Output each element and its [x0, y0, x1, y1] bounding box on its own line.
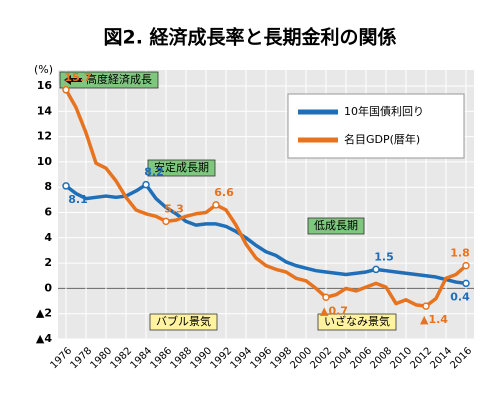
x-tick-label: 2002 — [308, 345, 334, 371]
y-tick-label: 14 — [37, 104, 53, 117]
y-tick-label: 2 — [44, 256, 52, 269]
annotation: 高度経済成長 — [59, 71, 159, 89]
x-tick-label: 1998 — [268, 345, 294, 371]
y-tick-label: 4 — [44, 231, 52, 244]
x-tick-label: 1984 — [128, 345, 154, 371]
y-unit: (%) — [34, 63, 53, 76]
point — [462, 261, 470, 270]
annotation-box — [149, 313, 218, 331]
point — [462, 279, 470, 288]
x-tick-label: 1982 — [108, 345, 134, 371]
y-tick-label: ▲2 — [36, 307, 52, 320]
x-tick-label: 1978 — [68, 345, 94, 371]
x-tick-label: 1990 — [188, 345, 214, 371]
annotation-text: 低成長期 — [314, 219, 358, 232]
point — [372, 265, 380, 274]
annotation-text: 安定成長期 — [154, 160, 209, 174]
annotation-box — [307, 217, 365, 235]
x-tick-label: 1976 — [48, 345, 74, 371]
x-tick-label: 2004 — [328, 345, 354, 371]
x-tick-label: 1994 — [228, 345, 254, 371]
value-label: 8.1 — [68, 193, 88, 206]
value-label: 1.5 — [374, 250, 394, 263]
x-tick-label: 2006 — [348, 345, 374, 371]
x-tick-label: 2014 — [428, 345, 454, 371]
x-tick-label: 2000 — [288, 345, 314, 371]
annotation-box — [147, 159, 216, 177]
x-tick-label: 2012 — [408, 345, 434, 371]
legend-label: 名目GDP(暦年) — [344, 132, 420, 146]
legend-box — [287, 93, 465, 159]
point — [322, 293, 330, 302]
annotation-box — [59, 71, 159, 89]
x-tick-label: 2016 — [448, 345, 474, 371]
value-label: 0.4 — [450, 290, 470, 303]
point — [422, 302, 430, 310]
y-tick-label: 12 — [37, 130, 52, 143]
value-label: ▲0.7 — [320, 304, 348, 317]
legend-label: 10年国債利回り — [344, 104, 424, 118]
y-tick-label: 8 — [44, 180, 52, 193]
annotation: 低成長期 — [307, 217, 365, 235]
x-tick-label: 1988 — [168, 345, 194, 371]
annotation: 安定成長期 — [147, 159, 216, 177]
x-tick-label: 2008 — [368, 345, 394, 371]
series-line — [64, 88, 468, 308]
point — [62, 182, 70, 190]
annotation-box — [317, 313, 397, 331]
annotation: バブル景気 — [149, 313, 218, 331]
x-tick-label: 1992 — [208, 345, 234, 371]
value-label: 8.2 — [144, 166, 164, 179]
annotation-text: いざなみ景気 — [324, 314, 390, 328]
annotation-text: 高度経済成長 — [86, 72, 152, 86]
y-tick-label: 10 — [37, 155, 53, 168]
value-label: 15.7 — [64, 71, 91, 84]
value-label: 6.6 — [214, 186, 234, 199]
y-tick-label: 0 — [44, 281, 52, 294]
y-tick-label: 16 — [37, 79, 53, 92]
x-tick-label: 2010 — [388, 345, 414, 371]
y-tick-label: 6 — [44, 206, 52, 219]
series-line — [64, 182, 467, 286]
annotation-text: バブル景気 — [156, 314, 211, 328]
point — [212, 201, 220, 209]
point — [62, 86, 70, 94]
value-label: 5.3 — [164, 202, 184, 215]
arrow — [64, 75, 82, 85]
value-label: 1.8 — [450, 247, 470, 260]
x-tick-label: 1986 — [148, 345, 174, 371]
point — [162, 217, 170, 226]
chart-title: 図2. 経済成長率と長期金利の関係 — [103, 26, 396, 49]
annotation: いざなみ景気 — [317, 313, 397, 331]
x-tick-label: 1980 — [88, 345, 114, 371]
y-tick-label: ▲4 — [36, 332, 52, 345]
point — [142, 180, 150, 189]
x-tick-label: 1996 — [248, 345, 274, 371]
value-label: ▲1.4 — [420, 313, 448, 326]
